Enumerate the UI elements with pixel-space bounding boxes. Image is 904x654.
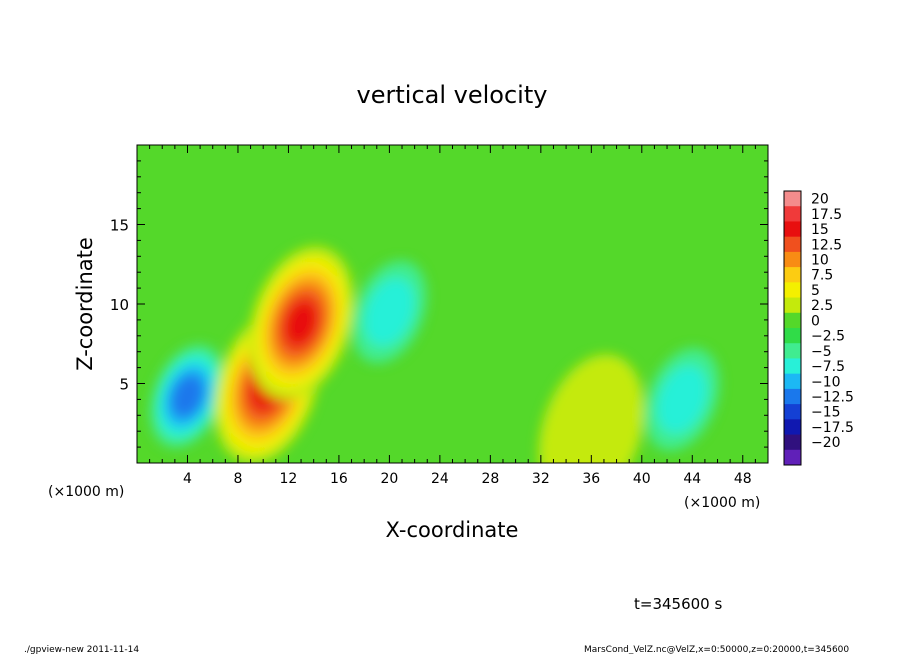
colorbar-segment <box>784 449 801 466</box>
colorbar-segment <box>784 404 801 420</box>
field-contour-5-1 <box>657 365 708 434</box>
colorbar-segment <box>784 297 801 314</box>
colorbar-label: −10 <box>811 374 841 390</box>
colorbar-segment <box>784 388 801 405</box>
y-axis-label: Z-coordinate <box>73 237 97 371</box>
plot-area <box>137 145 768 463</box>
colorbar-segment <box>784 221 801 238</box>
colorbar-label: −2.5 <box>811 329 845 345</box>
x-tick-label: 8 <box>233 471 242 487</box>
field-contour-6-0 <box>538 354 644 463</box>
colorbar-segment <box>784 267 801 283</box>
colorbar-segment <box>784 282 801 298</box>
y-tick-label: 10 <box>110 296 129 314</box>
x-axis-label: X-coordinate <box>386 518 519 542</box>
field-contour-0-3 <box>170 374 205 418</box>
colorbar-label: 10 <box>811 253 829 269</box>
colorbar-label: 2.5 <box>811 298 833 314</box>
colorbar-segment <box>784 373 801 390</box>
colorbar-label: 0 <box>811 313 820 329</box>
x-tick-label: 44 <box>683 471 701 487</box>
colorbar-segment <box>784 206 801 222</box>
colorbar-label: −17.5 <box>811 420 854 436</box>
colorbar-label: 20 <box>811 192 829 208</box>
colorbar-segment <box>784 236 801 253</box>
colorbar-segment <box>784 419 801 435</box>
x-tick-label: 40 <box>633 471 651 487</box>
colorbar-label: 5 <box>811 283 820 299</box>
field-contour-3-1 <box>364 278 415 346</box>
footer-right: MarsCond_VelZ.nc@VelZ,x=0:50000,z=0:2000… <box>584 645 849 654</box>
colorbar-label: 15 <box>811 222 829 238</box>
colorbar-label: −7.5 <box>811 359 845 375</box>
colorbar-label: 17.5 <box>811 207 842 223</box>
colorbar-label: −15 <box>811 405 841 421</box>
colorbar-label: 7.5 <box>811 268 833 284</box>
colorbar-frame <box>783 190 802 466</box>
time-label: t=345600 s <box>634 595 722 613</box>
colorbar-segment <box>784 343 801 359</box>
y-tick-label: 15 <box>110 217 129 235</box>
x-unit-right: (×1000 m) <box>684 495 760 511</box>
colorbar-segment <box>784 434 801 451</box>
colorbar: 2017.51512.5107.552.50−2.5−5−7.5−10−12.5… <box>783 190 854 466</box>
footer-left: ./gpview-new 2011-11-14 <box>24 645 139 654</box>
colorbar-label: −20 <box>811 435 841 451</box>
colorbar-segment <box>784 251 801 268</box>
colorbar-label: −12.5 <box>811 390 854 406</box>
x-tick-label: 36 <box>582 471 600 487</box>
x-tick-label: 16 <box>330 471 348 487</box>
colorbar-segment <box>784 358 801 375</box>
x-tick-label: 12 <box>280 471 298 487</box>
x-tick-label: 28 <box>481 471 499 487</box>
colorbar-label: 12.5 <box>811 237 842 253</box>
x-tick-label: 24 <box>431 471 449 487</box>
colorbar-segment <box>784 191 801 207</box>
x-tick-label: 32 <box>532 471 550 487</box>
x-tick-label: 4 <box>183 471 192 487</box>
x-tick-label: 20 <box>380 471 398 487</box>
x-axis: 4 8 12 16 20 24 28 32 36 40 44 48 <box>149 145 756 487</box>
y-tick-label: 5 <box>119 376 129 394</box>
x-tick-label: 48 <box>734 471 752 487</box>
field-contour-2-5 <box>283 299 319 347</box>
colorbar-label: −5 <box>811 344 832 360</box>
y-axis: 5 10 15 <box>110 160 768 448</box>
chart-title: vertical velocity <box>357 81 548 109</box>
colorbar-segment <box>784 328 801 344</box>
x-unit-left: (×1000 m) <box>48 484 124 500</box>
colorbar-segment <box>784 312 801 329</box>
